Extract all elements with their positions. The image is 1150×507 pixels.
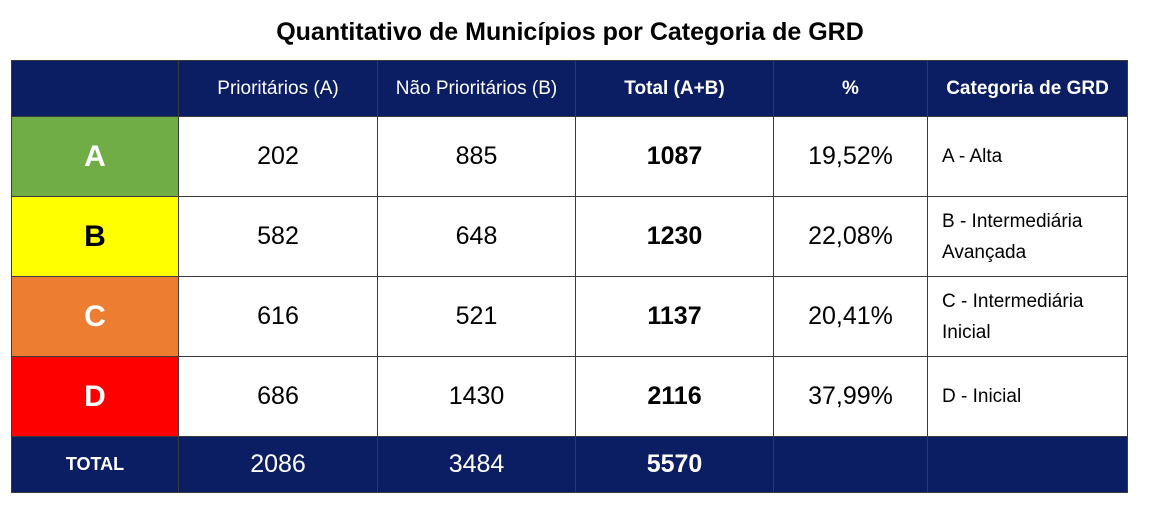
header-cell-prioritarios: Prioritários (A) — [178, 60, 378, 117]
table-row: D 686 1430 2116 37,99% D - Inicial — [11, 356, 1128, 437]
total-percent-cell — [773, 436, 928, 493]
category-cell: A — [11, 116, 179, 197]
category-cell: B — [11, 196, 179, 277]
percent-cell: 20,41% — [773, 276, 928, 357]
prioritarios-cell: 582 — [178, 196, 378, 277]
total-cell: 1137 — [575, 276, 774, 357]
category-cell: D — [11, 356, 179, 437]
header-cell-nao-prioritarios: Não Prioritários (B) — [377, 60, 576, 117]
header-row: Prioritários (A) Não Prioritários (B) To… — [11, 60, 1128, 117]
percent-cell: 19,52% — [773, 116, 928, 197]
table-row: B 582 648 1230 22,08% B - Intermediária Avança… — [11, 196, 1128, 277]
nao-prioritarios-cell: 1430 — [377, 356, 576, 437]
header-cell-categoria: Categoria de GRD — [927, 60, 1128, 117]
total-row: TOTAL 2086 3484 5570 — [11, 436, 1128, 493]
grand-total-cell: 5570 — [575, 436, 774, 493]
category-cell: C — [11, 276, 179, 357]
header-cell-percent: % — [773, 60, 928, 117]
nao-prioritarios-cell: 521 — [377, 276, 576, 357]
total-cell: 2116 — [575, 356, 774, 437]
total-cell: 1087 — [575, 116, 774, 197]
total-nao-prioritarios-cell: 3484 — [377, 436, 576, 493]
categoria-descricao-cell: C - Intermediária Inicial — [927, 276, 1128, 357]
percent-cell: 37,99% — [773, 356, 928, 437]
categoria-descricao-cell: A - Alta — [927, 116, 1128, 197]
table-row: C 616 521 1137 20,41% C - Intermediária Inicia… — [11, 276, 1128, 357]
table-title: Quantitativo de Municípios por Categoria… — [276, 18, 864, 46]
prioritarios-cell: 202 — [178, 116, 378, 197]
table-row: A 202 885 1087 19,52% A - Alta — [11, 116, 1128, 197]
header-cell-empty — [11, 60, 179, 117]
total-label-cell: TOTAL — [11, 436, 179, 493]
percent-cell: 22,08% — [773, 196, 928, 277]
grd-table: Prioritários (A) Não Prioritários (B) To… — [11, 60, 1128, 493]
categoria-descricao-cell: B - Intermediária Avançada — [927, 196, 1128, 277]
nao-prioritarios-cell: 648 — [377, 196, 576, 277]
header-cell-total: Total (A+B) — [575, 60, 774, 117]
nao-prioritarios-cell: 885 — [377, 116, 576, 197]
prioritarios-cell: 616 — [178, 276, 378, 357]
prioritarios-cell: 686 — [178, 356, 378, 437]
categoria-descricao-cell: D - Inicial — [927, 356, 1128, 437]
total-prioritarios-cell: 2086 — [178, 436, 378, 493]
total-cell: 1230 — [575, 196, 774, 277]
total-descricao-cell — [927, 436, 1128, 493]
